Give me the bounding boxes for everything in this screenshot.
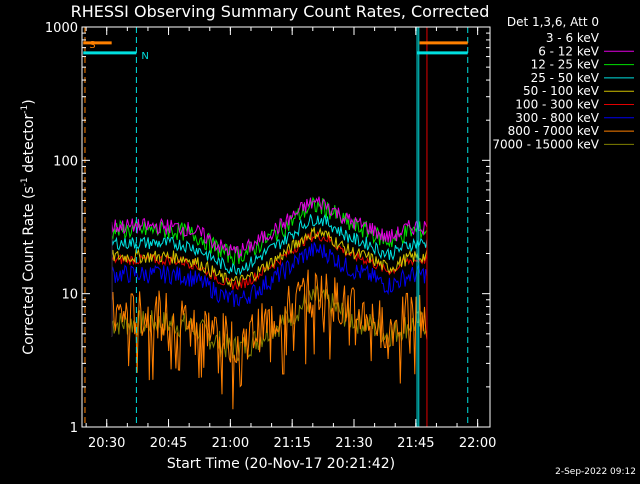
legend-label: 3 - 6 keV <box>546 31 600 45</box>
y-label-mid: detector <box>21 114 37 178</box>
y-label-end: ) <box>21 99 37 104</box>
y-axis: 1 10 100 1000 <box>45 21 490 436</box>
x-tick-label: 21:15 <box>273 436 310 451</box>
legend-label: 25 - 50 keV <box>531 71 600 85</box>
plot-frame <box>81 26 491 428</box>
y-tick-label: 1 <box>70 421 78 436</box>
x-axis: 20:30 20:45 21:00 21:15 21:30 21:45 22:00 <box>85 27 496 451</box>
x-tick-label: 20:30 <box>88 436 125 451</box>
series-line-1 <box>111 196 428 337</box>
legend-label: 800 - 7000 keV <box>508 124 600 138</box>
y-label-sup2: -1 <box>20 105 30 114</box>
chart-title: RHESSI Observing Summary Count Rates, Co… <box>71 2 490 21</box>
y-tick-label: 100 <box>53 154 78 169</box>
x-axis-label: Start Time (20-Nov-17 20:21:42) <box>167 456 395 472</box>
plot-area: SN <box>83 27 469 427</box>
y-label-main: Corrected Count Rate (s <box>21 186 37 354</box>
series-line-8 <box>111 285 428 362</box>
series-line-7 <box>111 269 428 410</box>
x-tick-label: 21:30 <box>335 436 372 451</box>
series-line-4 <box>111 227 428 337</box>
y-tick-label: 10 <box>61 288 78 303</box>
legend-label: 6 - 12 keV <box>538 44 600 58</box>
legend-label: 12 - 25 keV <box>531 58 600 72</box>
legend-label: 100 - 300 keV <box>515 98 599 112</box>
flag-label-N: N <box>141 51 148 62</box>
y-tick-label: 1000 <box>45 21 78 36</box>
y-axis-label: Corrected Count Rate (s-1 detector-1) <box>20 99 37 354</box>
x-tick-label: 21:00 <box>212 436 249 451</box>
legend-header: Det 1,3,6, Att 0 <box>507 15 599 29</box>
legend-label: 50 - 100 keV <box>523 84 600 98</box>
series-line-3 <box>111 214 428 337</box>
x-tick-label: 20:45 <box>150 436 187 451</box>
flag-label-S: S <box>89 40 95 51</box>
series-line-0 <box>111 157 428 337</box>
y-label-sup1: -1 <box>20 177 30 186</box>
x-tick-label: 21:45 <box>397 436 434 451</box>
legend-label: 7000 - 15000 keV <box>492 137 599 151</box>
timestamp: 2-Sep-2022 09:12 <box>555 467 636 477</box>
series-line-6 <box>111 242 428 337</box>
legend-label: 300 - 800 keV <box>515 111 599 125</box>
x-tick-label: 22:00 <box>459 436 496 451</box>
